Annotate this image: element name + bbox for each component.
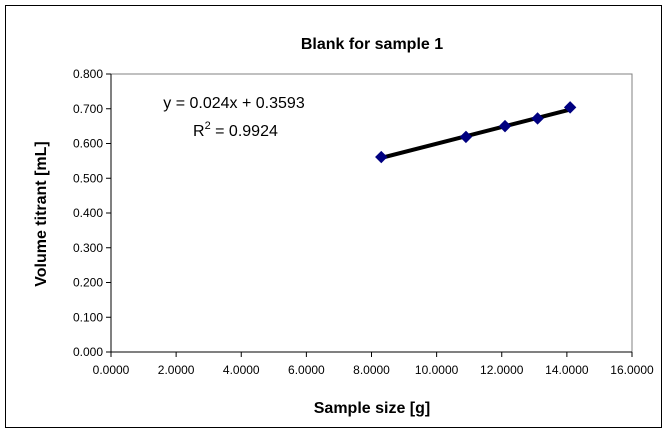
r-squared-value: = 0.9924 bbox=[211, 123, 278, 140]
trendline-equation: y = 0.024x + 0.3593 bbox=[163, 95, 305, 112]
y-tick-label: 0.300 bbox=[73, 241, 103, 255]
x-tick-label: 10.0000 bbox=[415, 363, 459, 377]
x-tick-label: 4.0000 bbox=[223, 363, 260, 377]
y-tick-label: 0.400 bbox=[73, 206, 103, 220]
chart-title: Blank for sample 1 bbox=[301, 36, 443, 53]
data-points bbox=[375, 101, 577, 164]
x-axis-ticks: 0.0000 2.0000 4.0000 6.0000 8.0000 10.0000 12.… bbox=[93, 352, 654, 377]
x-tick-label: 16.0000 bbox=[610, 363, 654, 377]
plot-area bbox=[110, 73, 633, 353]
y-tick-label: 0.800 bbox=[73, 67, 103, 81]
x-axis-title: Sample size [g] bbox=[314, 400, 430, 417]
data-point-diamond bbox=[563, 101, 577, 114]
x-tick-label: 0.0000 bbox=[93, 363, 130, 377]
x-tick-label: 6.0000 bbox=[288, 363, 325, 377]
y-tick-label: 0.500 bbox=[73, 171, 103, 185]
r-squared-prefix: R bbox=[193, 123, 205, 140]
r-squared-superscript: 2 bbox=[205, 120, 211, 132]
y-tick-label: 0.600 bbox=[73, 137, 103, 151]
data-point-diamond bbox=[459, 130, 473, 144]
data-point-diamond bbox=[375, 150, 388, 164]
r-squared-label: R2 = 0.9924 bbox=[193, 120, 278, 140]
y-axis-ticks: 0.000 0.100 0.200 0.300 0.400 0.500 0.600 0.700… bbox=[73, 67, 111, 359]
y-tick-label: 0.100 bbox=[73, 310, 103, 324]
x-tick-label: 12.0000 bbox=[480, 363, 524, 377]
y-tick-label: 0.700 bbox=[73, 102, 103, 116]
y-axis-title: Volume titrant [mL] bbox=[33, 141, 50, 286]
data-point-diamond bbox=[531, 112, 544, 125]
data-point-diamond bbox=[498, 119, 512, 133]
y-tick-label: 0.000 bbox=[73, 345, 103, 359]
x-tick-label: 14.0000 bbox=[545, 363, 589, 377]
y-tick-label: 0.200 bbox=[73, 276, 103, 290]
x-tick-label: 8.0000 bbox=[353, 363, 390, 377]
x-tick-label: 2.0000 bbox=[158, 363, 195, 377]
